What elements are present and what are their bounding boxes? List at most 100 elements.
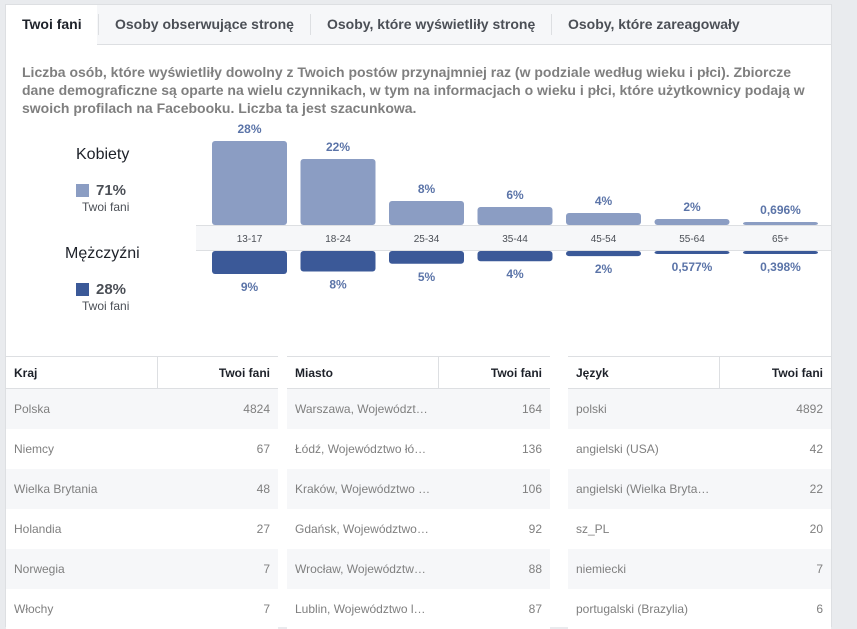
language-fans: 20 (719, 509, 831, 549)
country-fans-col-header[interactable]: Twoi fani (157, 356, 278, 389)
tab-bar: Twoi fani Osoby obserwujące stronę Osoby… (6, 5, 831, 45)
bar-men-13-17 (212, 251, 287, 274)
country-row: Polska 4824 (6, 388, 278, 429)
bar-women-45-54 (566, 213, 641, 225)
women-title: Kobiety (76, 146, 130, 163)
city-row: Łódź, Województwo łó… 136 (287, 429, 550, 469)
country-row: Włochy 7 (6, 589, 278, 629)
city-fans: 88 (438, 549, 550, 589)
country-row: Niemcy 67 (6, 429, 278, 469)
bar-men-18-24 (300, 251, 376, 272)
label-men-65+: 0,398% (760, 260, 801, 274)
bar-women-65+ (743, 222, 818, 225)
city-name: Lublin, Województwo l… (287, 589, 439, 629)
label-women-35-44: 6% (506, 188, 524, 202)
language-fans: 42 (719, 429, 831, 469)
language-row: angielski (Wielka Bryta… 22 (568, 469, 831, 509)
language-name: angielski (USA) (568, 429, 720, 469)
label-women-13-17: 28% (237, 122, 261, 136)
bar-women-55-64 (654, 219, 730, 225)
language-row: polski 4892 (568, 388, 831, 429)
city-name: Gdańsk, Województwo… (287, 509, 439, 549)
city-table: Miasto Twoi fani Warszawa, Województw… 16… (287, 356, 550, 629)
label-men-13-17: 9% (241, 280, 259, 294)
tick-label-45-54: 45-54 (591, 234, 617, 245)
country-name: Wielka Brytania (6, 469, 158, 509)
city-fans: 87 (438, 589, 550, 629)
age-gender-chart: 28% 9% 13-17 22% 8% 18-24 8% 5% 25-34 6% 4% 35-44 4%… (196, 122, 831, 294)
label-men-18-24: 8% (329, 277, 347, 291)
country-fans: 7 (157, 589, 278, 629)
language-fans: 7 (719, 549, 831, 589)
language-col-header[interactable]: Język (568, 356, 720, 389)
bar-women-13-17 (212, 141, 287, 225)
language-name: niemiecki (568, 549, 720, 589)
women-swatch (76, 184, 89, 197)
city-fans: 136 (438, 429, 550, 469)
language-table: Język Twoi fani polski 4892 angielski (USA… (568, 356, 831, 629)
label-women-65+: 0,696% (760, 203, 801, 217)
axis-band (196, 225, 831, 251)
city-row: Warszawa, Województw… 164 (287, 388, 550, 429)
country-fans: 48 (157, 469, 278, 509)
city-fans: 106 (438, 469, 550, 509)
tab-twoi-fani[interactable]: Twoi fani (6, 5, 97, 45)
language-row: niemiecki 7 (568, 549, 831, 589)
men-sub: Twoi fani (82, 299, 130, 313)
country-name: Niemcy (6, 429, 158, 469)
language-row: sz_PL 20 (568, 509, 831, 549)
label-men-25-34: 5% (418, 270, 436, 284)
women-legend: 71% (76, 182, 126, 199)
language-name: angielski (Wielka Bryta… (568, 469, 720, 509)
city-name: Wrocław, Województw… (287, 549, 439, 589)
men-legend: 28% (76, 281, 126, 298)
tick-label-35-44: 35-44 (502, 234, 528, 245)
country-name: Holandia (6, 509, 158, 549)
label-men-35-44: 4% (506, 267, 524, 281)
country-row: Wielka Brytania 48 (6, 469, 278, 509)
language-name: portugalski (Brazylia) (568, 589, 720, 629)
men-title: Mężczyźni (65, 245, 140, 262)
label-women-18-24: 22% (326, 140, 350, 154)
tab-osoby-zareagowaly[interactable]: Osoby, które zareagowały (568, 16, 740, 32)
tab-divider (98, 14, 99, 35)
language-fans: 6 (719, 589, 831, 629)
label-women-55-64: 2% (683, 200, 701, 214)
tab-divider (551, 14, 552, 35)
language-fans: 22 (719, 469, 831, 509)
city-row: Gdańsk, Województwo… 92 (287, 509, 550, 549)
country-col-header[interactable]: Kraj (6, 356, 158, 389)
tick-label-13-17: 13-17 (237, 234, 263, 245)
country-fans: 7 (157, 549, 278, 589)
country-row: Holandia 27 (6, 509, 278, 549)
tab-osoby-wyswietlily[interactable]: Osoby, które wyświetliły stronę (327, 16, 536, 32)
city-col-header[interactable]: Miasto (287, 356, 439, 389)
country-name: Włochy (6, 589, 158, 629)
country-row: Norwegia 7 (6, 549, 278, 589)
bar-women-35-44 (477, 207, 553, 225)
language-fans-col-header[interactable]: Twoi fani (719, 356, 831, 389)
bar-women-18-24 (300, 159, 376, 225)
language-row: angielski (USA) 42 (568, 429, 831, 469)
city-row: Kraków, Województwo … 106 (287, 469, 550, 509)
bar-women-25-34 (389, 201, 464, 225)
language-row: portugalski (Brazylia) 6 (568, 589, 831, 629)
city-name: Kraków, Województwo … (287, 469, 439, 509)
language-name: polski (568, 388, 720, 429)
city-name: Warszawa, Województw… (287, 388, 439, 429)
tick-label-25-34: 25-34 (414, 234, 440, 245)
tab-osoby-obserwujace[interactable]: Osoby obserwujące stronę (115, 16, 294, 32)
women-percent: 71% (96, 182, 127, 199)
city-fans: 164 (438, 388, 550, 429)
language-name: sz_PL (568, 509, 720, 549)
city-fans: 92 (438, 509, 550, 549)
bar-men-25-34 (389, 251, 464, 264)
city-fans-col-header[interactable]: Twoi fani (438, 356, 550, 389)
city-row: Lublin, Województwo l… 87 (287, 589, 550, 629)
country-name: Polska (6, 388, 158, 429)
city-row: Wrocław, Województw… 88 (287, 549, 550, 589)
tick-label-18-24: 18-24 (325, 234, 351, 245)
language-fans: 4892 (719, 388, 831, 429)
men-swatch (76, 283, 89, 296)
label-men-55-64: 0,577% (672, 260, 713, 274)
